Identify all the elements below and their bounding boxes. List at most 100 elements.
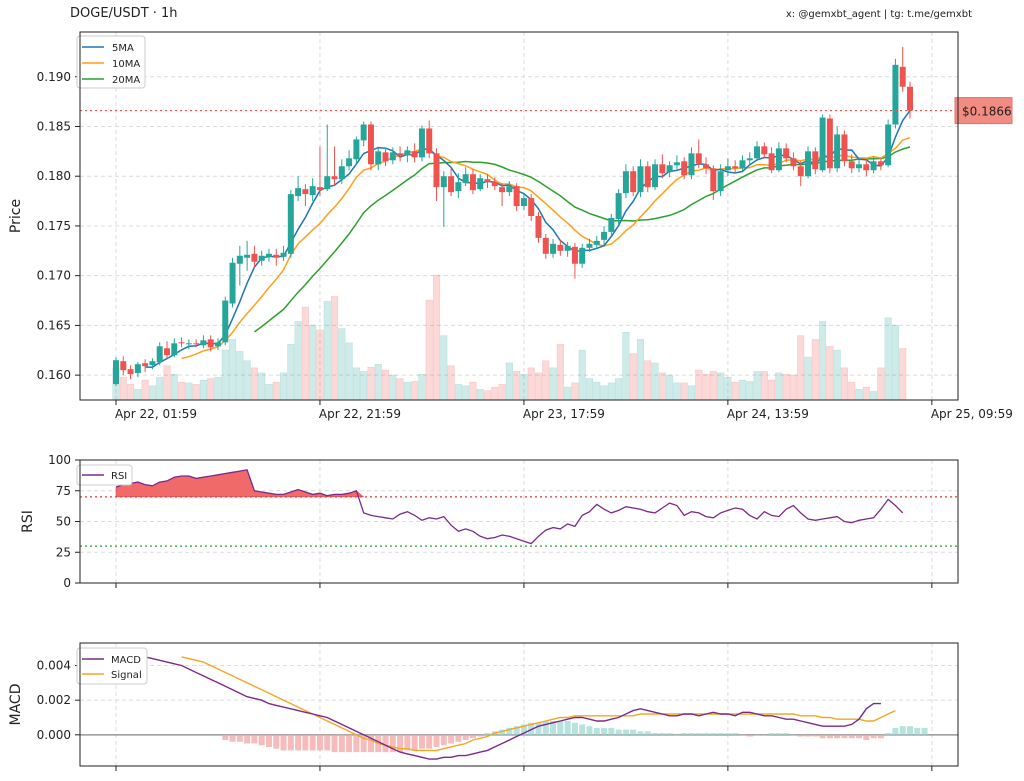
candle-up bbox=[265, 253, 272, 257]
volume-bar bbox=[163, 365, 171, 401]
volume-bar bbox=[578, 349, 586, 401]
candle-down bbox=[397, 153, 404, 157]
macd-histogram-bar bbox=[761, 734, 768, 736]
volume-bar bbox=[265, 384, 273, 401]
candle-up bbox=[775, 148, 782, 171]
current-price-label-bg bbox=[954, 97, 1013, 125]
macd-histogram-bar bbox=[717, 733, 724, 735]
macd-histogram-bar bbox=[397, 734, 404, 753]
volume-bar bbox=[229, 339, 237, 401]
candle-up bbox=[258, 255, 265, 261]
candle-up bbox=[477, 178, 484, 190]
macd-panel-bg bbox=[80, 643, 958, 766]
volume-bar bbox=[462, 385, 470, 401]
macd-histogram-bar bbox=[389, 734, 396, 753]
macd-histogram-bar bbox=[746, 734, 753, 737]
candle-up bbox=[280, 252, 287, 257]
volume-bar bbox=[236, 351, 244, 401]
macd-histogram-bar bbox=[892, 727, 899, 735]
macd-histogram-bar bbox=[295, 734, 302, 751]
volume-bar bbox=[440, 335, 448, 401]
volume-bar bbox=[811, 339, 819, 401]
macd-histogram-bar bbox=[338, 734, 345, 753]
volume-bar bbox=[848, 381, 856, 401]
current-price-label: $0.1866 bbox=[962, 105, 1012, 119]
volume-bar bbox=[840, 367, 848, 401]
volume-bar bbox=[221, 349, 229, 401]
macd-histogram-bar bbox=[703, 733, 710, 735]
volume-bar bbox=[702, 374, 710, 401]
macd-histogram-bar bbox=[805, 734, 812, 737]
rsi-y-tick-label: 25 bbox=[56, 545, 71, 559]
volume-bar bbox=[542, 360, 550, 401]
candle-down bbox=[761, 146, 768, 155]
macd-histogram-bar bbox=[550, 720, 557, 735]
volume-bar bbox=[185, 382, 193, 401]
candle-up bbox=[856, 164, 863, 169]
macd-histogram-bar bbox=[797, 734, 804, 737]
candle-up bbox=[134, 364, 141, 374]
candle-up bbox=[870, 161, 877, 171]
candle-up bbox=[338, 166, 345, 180]
candle-down bbox=[899, 66, 906, 87]
volume-bar bbox=[199, 379, 207, 401]
macd-histogram-bar bbox=[302, 734, 309, 751]
candle-up bbox=[520, 198, 527, 207]
candle-down bbox=[251, 253, 258, 262]
candle-up bbox=[637, 166, 644, 193]
macd-histogram-bar bbox=[775, 733, 782, 735]
price-y-tick-label: 0.185 bbox=[37, 119, 71, 133]
macd-y-axis-label: MACD bbox=[8, 684, 24, 726]
candle-down bbox=[448, 176, 455, 193]
macd-histogram-bar bbox=[724, 733, 731, 735]
candle-up bbox=[418, 128, 425, 158]
macd-line bbox=[115, 649, 881, 760]
macd-histogram-bar bbox=[258, 734, 265, 746]
candle-up bbox=[608, 217, 615, 232]
macd-histogram-bar bbox=[863, 734, 870, 741]
macd-histogram-bar bbox=[659, 733, 666, 735]
volume-bar bbox=[717, 372, 725, 401]
price-y-tick-label: 0.175 bbox=[37, 219, 71, 233]
macd-histogram-bar bbox=[841, 734, 848, 739]
macd-histogram-bar bbox=[469, 734, 476, 739]
signal-line bbox=[181, 656, 896, 752]
candle-up bbox=[440, 176, 447, 188]
volume-bar bbox=[607, 382, 615, 401]
macd-histogram-bar bbox=[367, 734, 374, 753]
price-y-tick-label: 0.165 bbox=[37, 318, 71, 332]
macd-histogram-bar bbox=[426, 734, 433, 749]
volume-bar bbox=[833, 349, 841, 401]
volume-bar bbox=[680, 382, 688, 401]
volume-bar bbox=[243, 360, 251, 401]
macd-histogram-bar bbox=[885, 733, 892, 735]
candle-up bbox=[601, 231, 608, 240]
volume-bar bbox=[469, 381, 477, 401]
chart-title: DOGE/USDT · 1h bbox=[70, 6, 178, 21]
candle-down bbox=[273, 254, 280, 258]
rsi-y-tick-label: 75 bbox=[56, 484, 71, 498]
macd-histogram-bar bbox=[528, 722, 535, 735]
macd-histogram-bar bbox=[608, 727, 615, 735]
volume-bar bbox=[789, 374, 797, 401]
volume-bar bbox=[775, 372, 783, 401]
volume-bar bbox=[687, 385, 696, 401]
macd-histogram-bar bbox=[360, 734, 367, 753]
candle-up bbox=[579, 247, 586, 264]
macd-histogram-bar bbox=[754, 734, 761, 736]
volume-bar bbox=[797, 335, 805, 401]
candle-up bbox=[564, 245, 571, 251]
candle-down bbox=[812, 151, 819, 170]
volume-bar bbox=[272, 381, 280, 401]
macd-y-tick-label: 0.004 bbox=[37, 659, 71, 673]
macd-histogram-bar bbox=[673, 734, 680, 736]
volume-bar bbox=[338, 328, 346, 401]
macd-histogram-bar bbox=[622, 729, 629, 735]
candle-up bbox=[346, 158, 353, 167]
macd-histogram-bar bbox=[411, 734, 418, 751]
macd-histogram-bar bbox=[404, 734, 411, 751]
volume-bar bbox=[192, 384, 200, 401]
macd-histogram-bar bbox=[819, 734, 826, 739]
candle-up bbox=[615, 193, 622, 219]
macd-histogram-bar bbox=[666, 733, 673, 735]
